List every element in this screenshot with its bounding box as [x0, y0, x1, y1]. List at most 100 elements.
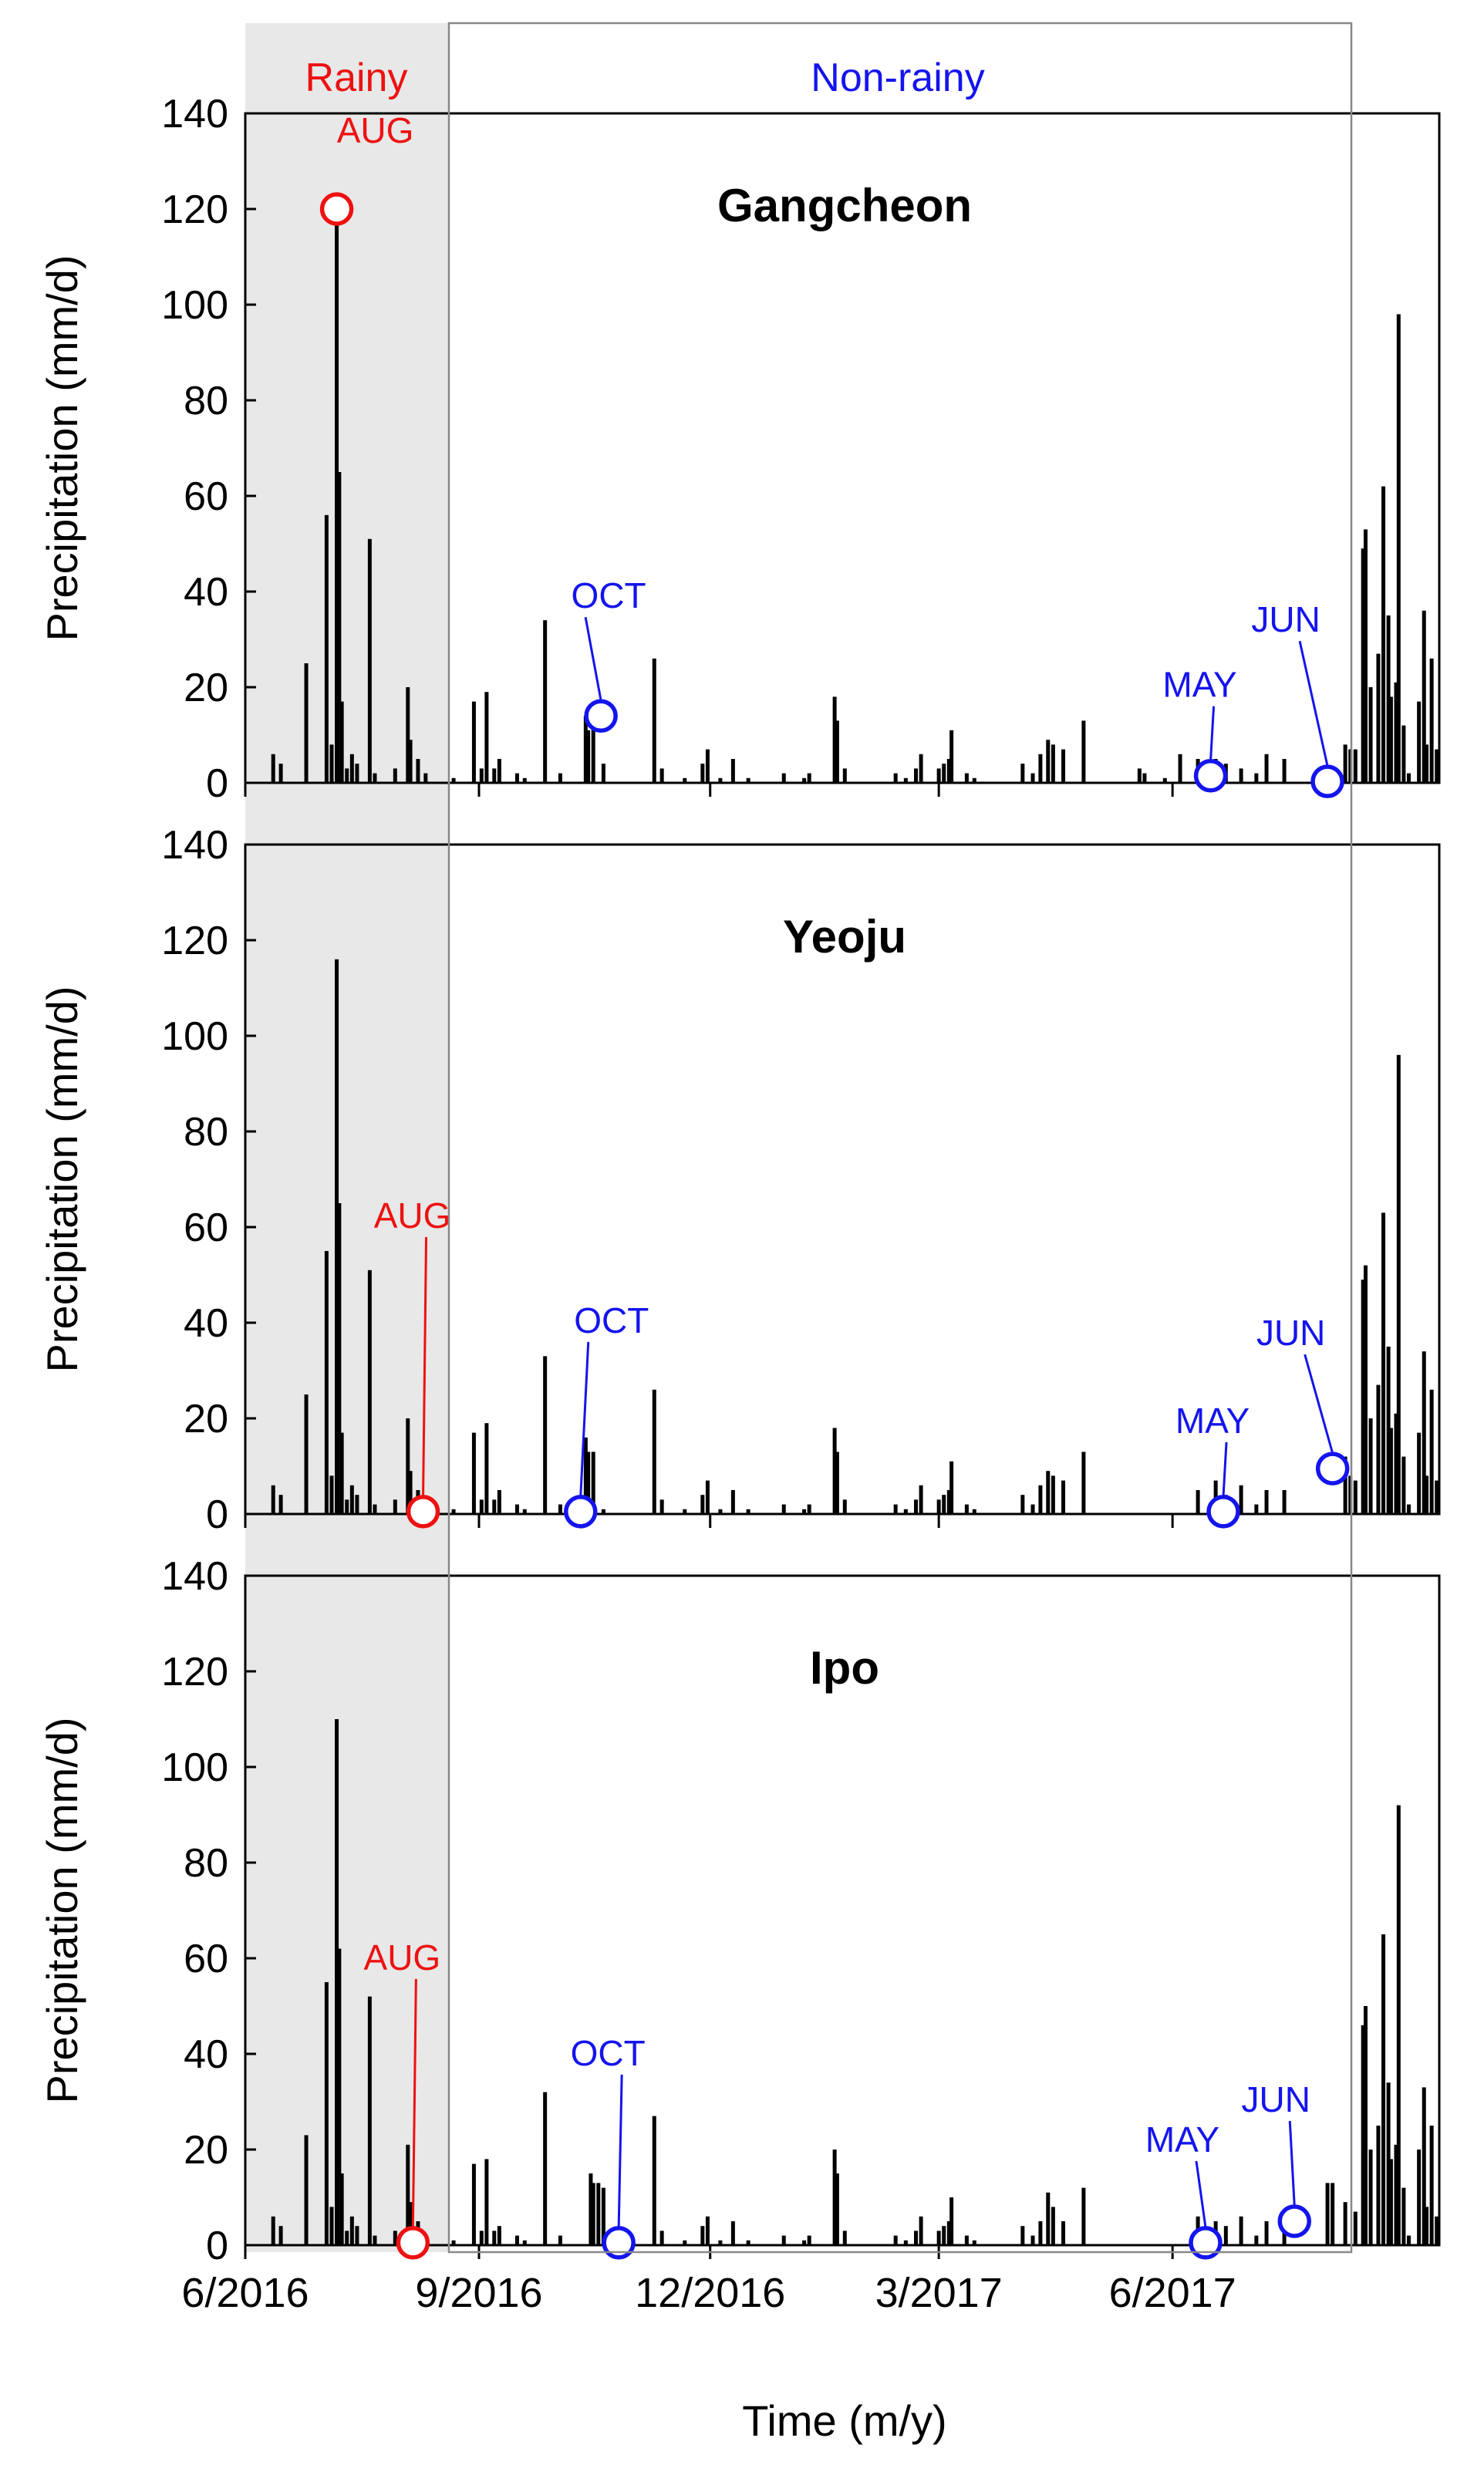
precip-bar	[807, 1504, 811, 1514]
precip-bar	[408, 740, 413, 783]
precip-bar	[1381, 1212, 1386, 1514]
precip-bar	[1264, 1490, 1269, 1514]
y-tick-label: 140	[161, 1554, 228, 1599]
precip-bar	[705, 2216, 710, 2245]
precip-bar	[406, 2144, 410, 2245]
month-marker	[602, 2226, 636, 2260]
precip-bar	[832, 696, 837, 783]
precip-bar	[1376, 1384, 1381, 1514]
precip-bar	[355, 764, 359, 783]
marker-label: AUG	[374, 1195, 451, 1236]
precip-bar	[718, 1509, 723, 1514]
precip-bar	[586, 1452, 591, 1514]
precip-bar	[1422, 2087, 1426, 2245]
month-marker	[1189, 2226, 1223, 2260]
precip-bar	[903, 1509, 908, 1514]
precip-bar	[1061, 2221, 1066, 2245]
precip-bar	[1388, 1428, 1393, 1514]
marker-leader-line	[1304, 1354, 1334, 1454]
precip-bar	[345, 1499, 349, 1514]
marker-leader-line	[1209, 706, 1216, 760]
month-marker	[584, 699, 618, 733]
y-tick-label: 20	[184, 2128, 228, 2173]
precip-bar	[393, 2231, 397, 2245]
month-marker	[1277, 2204, 1312, 2238]
y-tick-label: 20	[184, 666, 228, 710]
precip-bar	[479, 768, 484, 783]
precip-bar	[367, 1996, 372, 2245]
precip-bar	[1046, 2192, 1051, 2245]
x-tick-label: 12/2016	[635, 2270, 785, 2316]
precip-bar	[1081, 2187, 1086, 2245]
y-axis-label: Precipitation (mm/d)	[38, 986, 86, 1372]
precip-bar	[652, 1389, 656, 1514]
precip-bar	[1343, 744, 1347, 783]
precip-bar	[339, 2173, 344, 2245]
precip-bar	[1396, 1054, 1401, 1514]
marker-leader-line	[1195, 2160, 1207, 2228]
y-tick-label: 0	[206, 761, 228, 806]
precip-bar	[972, 1509, 976, 1514]
rainy-period-label: Rainy	[305, 56, 408, 100]
precip-bar	[1363, 529, 1368, 783]
precip-bar	[919, 754, 923, 783]
month-marker	[406, 1495, 440, 1529]
precip-bar	[1406, 2235, 1411, 2245]
precip-bar	[367, 538, 372, 783]
precip-bar	[1396, 1805, 1401, 2245]
precip-bar	[1264, 2221, 1269, 2245]
precip-bar	[1368, 2150, 1373, 2245]
precip-bar	[936, 2231, 941, 2245]
precip-bar	[1435, 2216, 1439, 2245]
precip-bar	[373, 773, 377, 783]
precip-bar	[683, 1509, 687, 1514]
precip-bar	[329, 744, 334, 783]
precip-bar	[1038, 1485, 1043, 1514]
precip-bar	[942, 1495, 946, 1514]
precip-bar	[746, 1509, 750, 1514]
precip-bar	[522, 1509, 527, 1514]
precip-bar	[1396, 314, 1401, 783]
y-tick-label: 120	[161, 1650, 228, 1694]
precip-bar	[601, 764, 605, 783]
precip-bar	[471, 1432, 476, 1514]
precip-bar	[964, 773, 969, 783]
precip-bar	[1254, 2235, 1259, 2245]
precip-bar	[946, 2221, 951, 2245]
precip-bar	[1030, 773, 1035, 783]
y-tick-label: 80	[184, 1841, 228, 1886]
precip-bar	[278, 1495, 283, 1514]
precip-bar	[700, 2226, 705, 2245]
precip-bar	[471, 701, 476, 783]
precip-bar	[451, 1509, 456, 1514]
precip-bar	[492, 2231, 497, 2245]
precip-bar	[522, 777, 527, 783]
precip-bar	[903, 777, 908, 783]
precip-bar	[1264, 754, 1269, 783]
month-marker	[1206, 1495, 1240, 1529]
precip-bar	[451, 2240, 456, 2245]
precip-bar	[471, 2163, 476, 2245]
precip-bar	[522, 2240, 527, 2245]
precip-bar	[583, 716, 588, 783]
precip-bar	[1178, 754, 1182, 783]
precip-bar	[484, 1423, 489, 1514]
precip-bar	[1038, 754, 1043, 783]
precip-bar	[558, 1504, 562, 1514]
precip-bar	[1282, 1490, 1287, 1514]
marker-leader-line	[1288, 2120, 1296, 2207]
precip-bar	[1388, 2159, 1393, 2245]
panel-title: Yeoju	[783, 911, 906, 963]
precip-bar	[479, 1499, 484, 1514]
marker-label: JUN	[1242, 2079, 1310, 2119]
precip-bar	[781, 1504, 786, 1514]
plot-frame	[244, 112, 1441, 784]
precip-bar	[349, 2216, 354, 2245]
rainy-period-shade	[245, 23, 449, 2252]
precip-bar	[1030, 2235, 1035, 2245]
precip-bar	[1051, 2207, 1055, 2245]
precip-bar	[423, 773, 428, 783]
precip-bar	[949, 2197, 954, 2245]
marker-label: OCT	[574, 1300, 649, 1340]
precip-bar	[601, 1509, 605, 1514]
